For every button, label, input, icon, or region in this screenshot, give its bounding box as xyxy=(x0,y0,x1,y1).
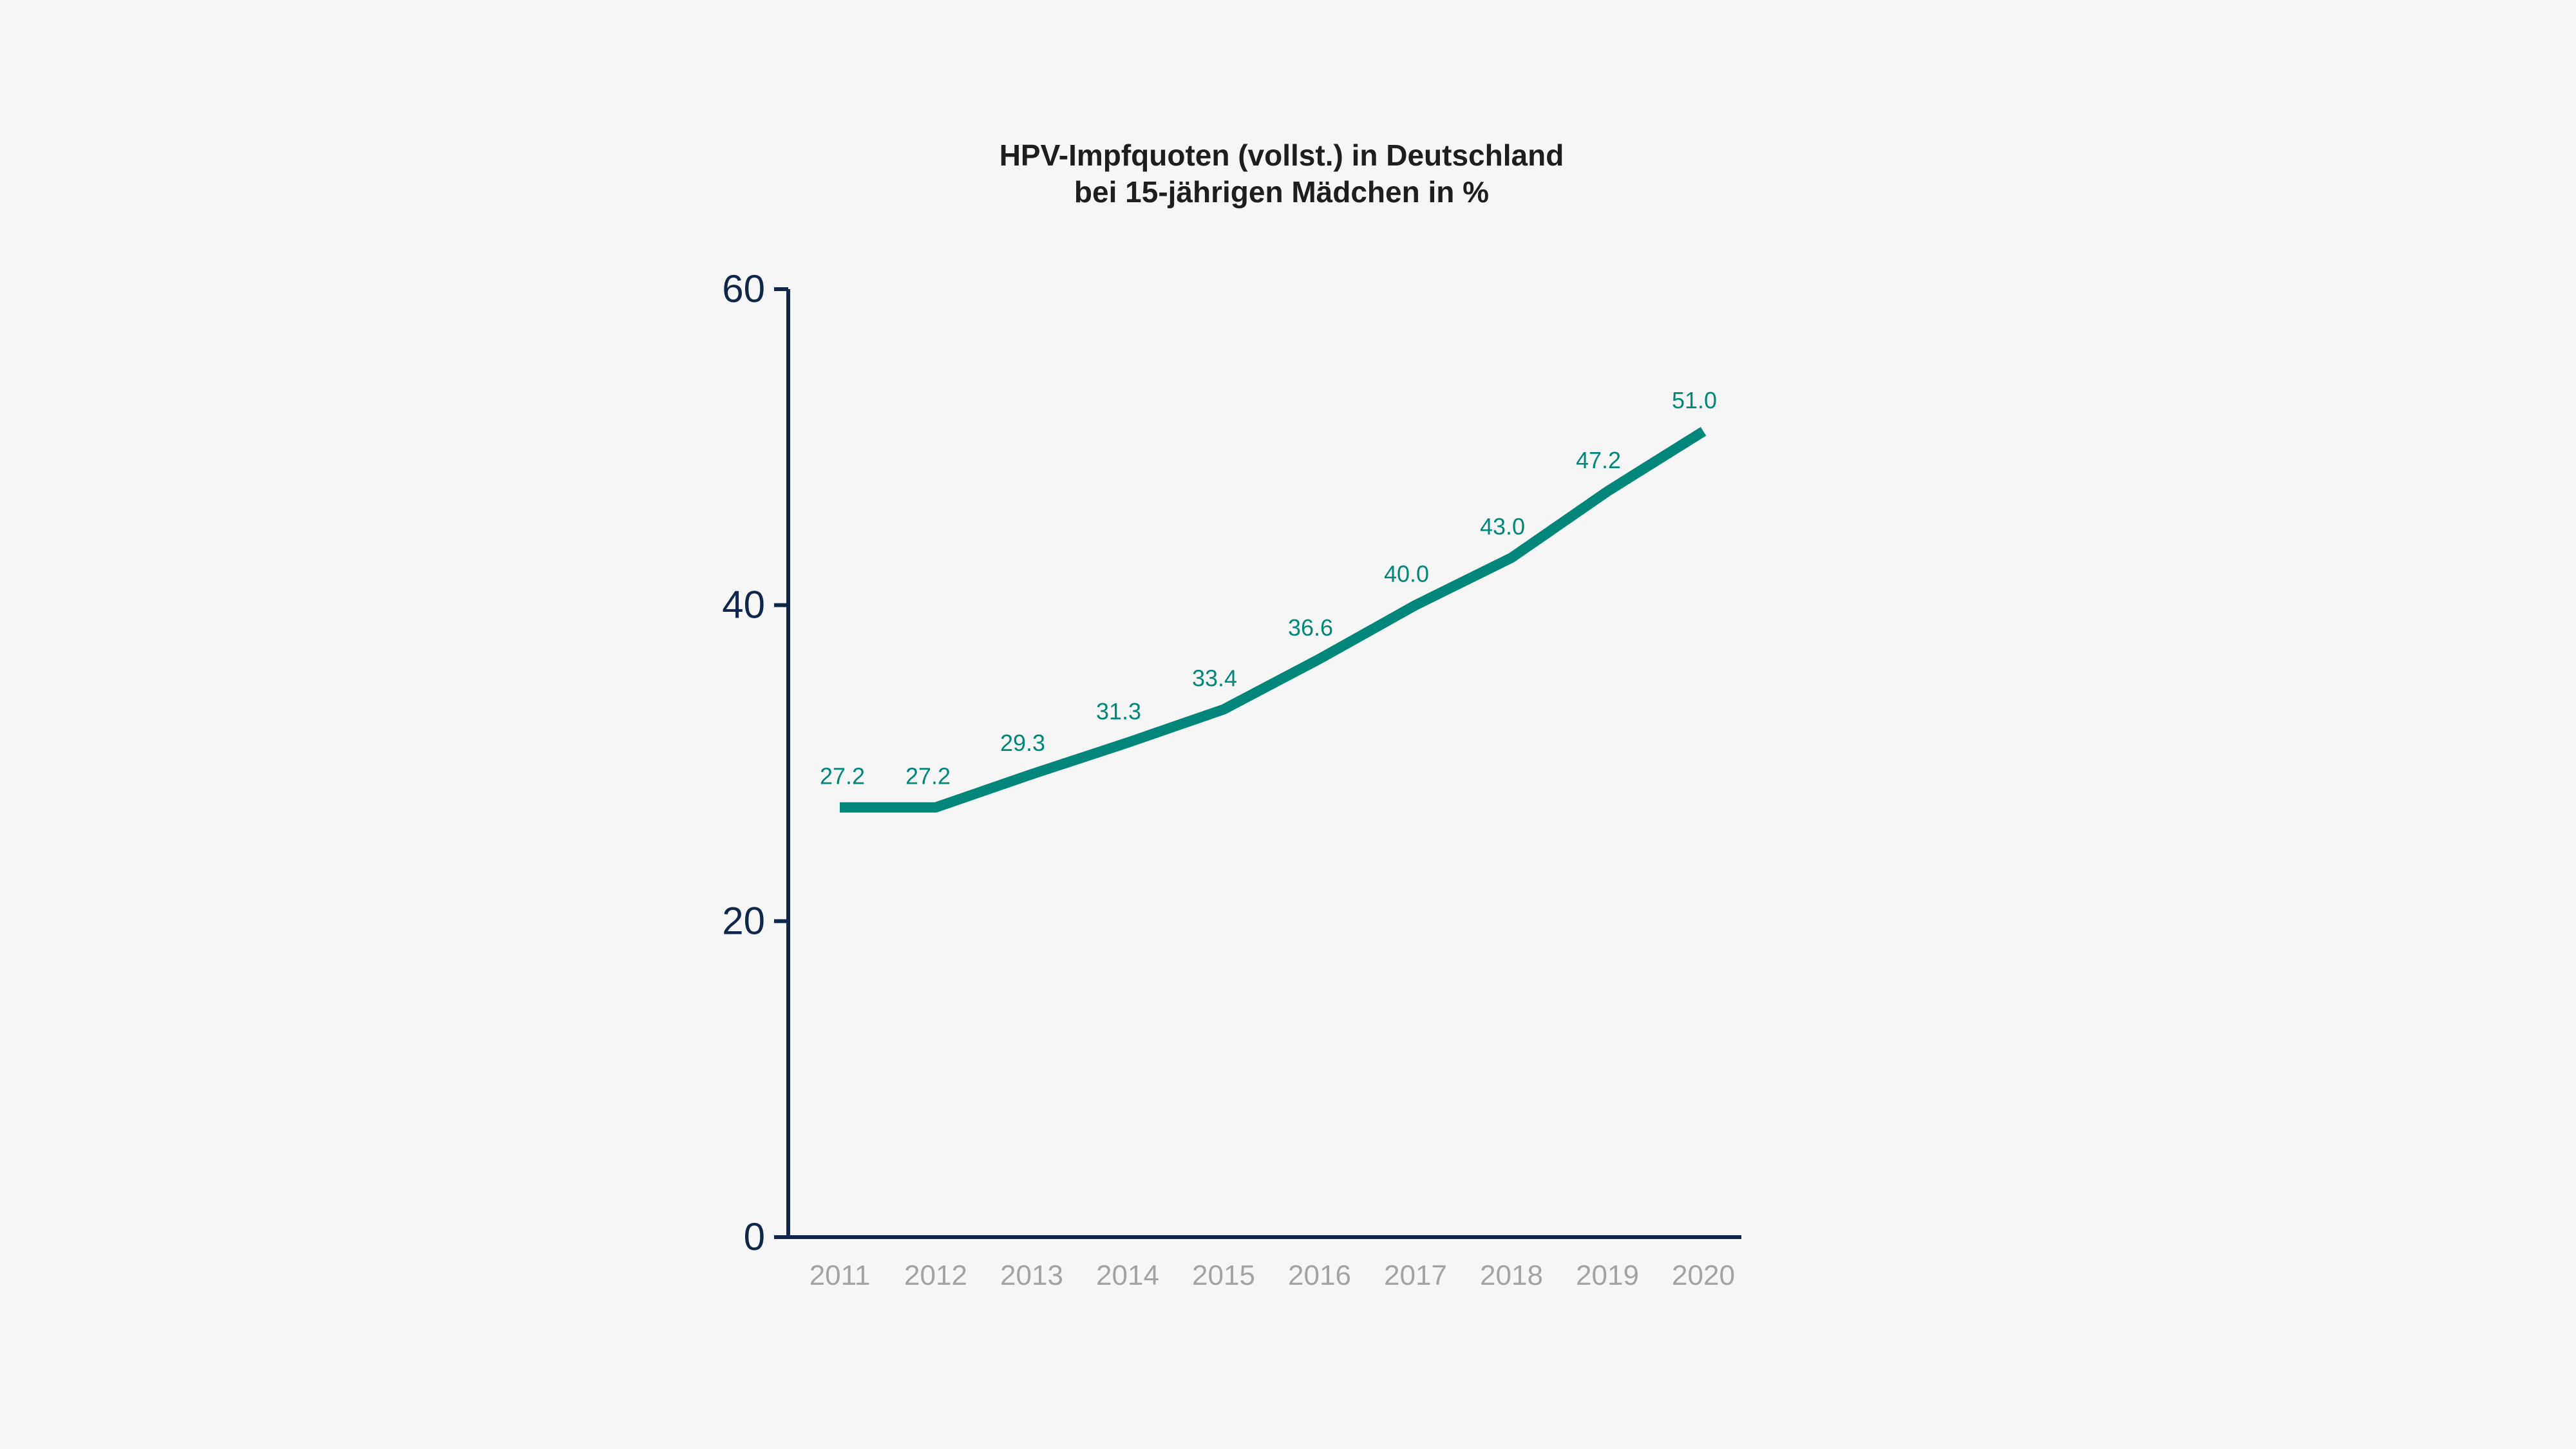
x-tick-label: 2016 xyxy=(1288,1260,1351,1291)
data-label: 43.0 xyxy=(1480,513,1525,540)
data-labels: 27.2 27.2 29.3 31.3 33.4 36.6 40.0 43.0 47.2 51.0 xyxy=(820,387,1717,808)
data-label: 36.6 xyxy=(1288,614,1333,641)
series xyxy=(840,427,1707,813)
data-label: 47.2 xyxy=(1576,447,1621,473)
x-tick-label: 2017 xyxy=(1384,1260,1447,1291)
x-tick-label: 2019 xyxy=(1576,1260,1639,1291)
data-label: 40.0 xyxy=(1384,561,1429,587)
data-label: 27.2 xyxy=(905,763,951,790)
y-ticks: 0 20 40 60 xyxy=(722,267,788,1258)
x-tick-label: 2014 xyxy=(1096,1260,1159,1291)
x-tick-label: 2020 xyxy=(1672,1260,1735,1291)
data-label: 29.3 xyxy=(1000,730,1045,756)
y-tick-label: 20 xyxy=(722,899,765,942)
x-ticks: 2011 2012 2013 2014 2015 2016 2017 2018 2019 2020 xyxy=(810,1260,1735,1291)
data-label: 33.4 xyxy=(1192,665,1237,692)
y-tick-label: 40 xyxy=(722,583,765,627)
data-label: 51.0 xyxy=(1672,387,1717,413)
x-tick-label: 2012 xyxy=(904,1260,967,1291)
x-tick-label: 2011 xyxy=(810,1260,871,1291)
series-line xyxy=(840,427,1707,813)
x-tick-label: 2013 xyxy=(1000,1260,1063,1291)
data-label: 27.2 xyxy=(820,763,865,790)
x-tick-label: 2015 xyxy=(1192,1260,1255,1291)
chart-title-line-1: HPV-Impfquoten (vollst.) in Deutschland xyxy=(999,138,1564,172)
x-tick-label: 2018 xyxy=(1480,1260,1543,1291)
chart-title-line-2: bei 15-jährigen Mädchen in % xyxy=(1074,175,1489,209)
y-tick-label: 0 xyxy=(744,1215,765,1258)
data-label: 31.3 xyxy=(1096,698,1141,724)
y-tick-label: 60 xyxy=(722,267,765,310)
axes xyxy=(777,289,1741,1239)
